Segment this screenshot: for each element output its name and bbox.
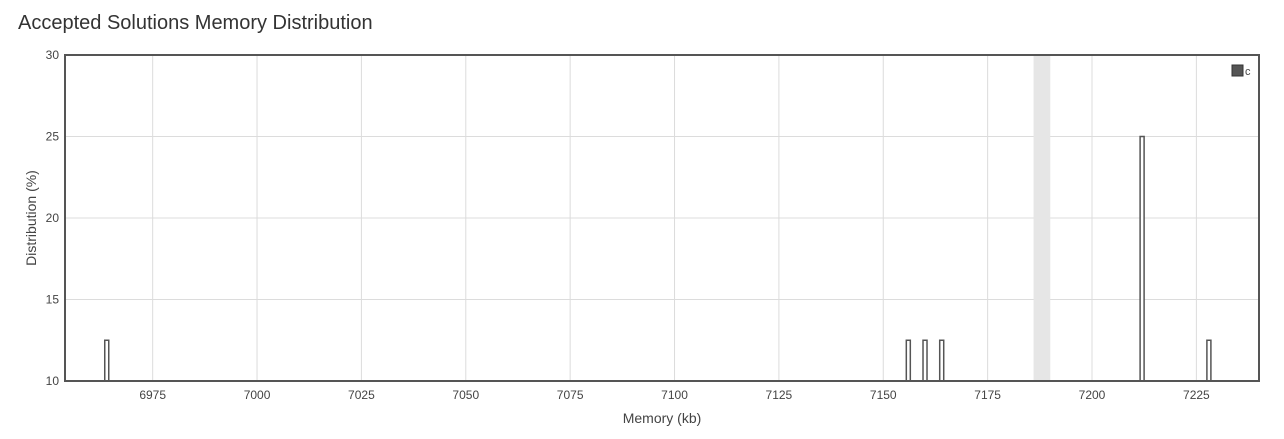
plot-frame	[64, 54, 1260, 382]
y-tick-label: 25	[46, 130, 60, 144]
x-tick-label: 7000	[244, 388, 271, 402]
highlight-band-layer	[1033, 55, 1051, 381]
x-tick-label: 7175	[974, 388, 1001, 402]
bar[interactable]	[1139, 135, 1145, 382]
chart-title: Accepted Solutions Memory Distribution	[18, 12, 373, 34]
x-tick-label: 7125	[766, 388, 793, 402]
x-axis-title: Memory (kb)	[623, 410, 702, 426]
x-tick-label: 7150	[870, 388, 897, 402]
y-tick-labels: 10 15 20 25 30	[46, 48, 60, 388]
x-tick-label: 7225	[1183, 388, 1210, 402]
bar[interactable]	[103, 339, 110, 382]
bar[interactable]	[905, 339, 912, 382]
x-tick-label: 7025	[348, 388, 375, 402]
highlight-band	[1033, 55, 1051, 381]
grid-lines	[65, 54, 1259, 382]
y-tick-label: 15	[46, 293, 60, 307]
bar[interactable]	[1206, 339, 1212, 382]
legend-swatch-c[interactable]	[1231, 64, 1244, 77]
x-tick-label: 7200	[1079, 388, 1106, 402]
x-tick-label: 6975	[139, 388, 166, 402]
bars-layer	[103, 135, 1212, 382]
legend-label-c: c	[1245, 66, 1251, 78]
bar[interactable]	[922, 339, 928, 382]
x-tick-label: 7075	[557, 388, 584, 402]
y-tick-label: 30	[46, 48, 60, 62]
legend[interactable]: c	[1231, 64, 1251, 78]
y-tick-label: 10	[46, 374, 60, 388]
y-tick-label: 20	[46, 211, 60, 225]
x-tick-label: 7100	[661, 388, 688, 402]
bar[interactable]	[938, 339, 945, 382]
y-axis-title: Distribution (%)	[23, 170, 39, 266]
x-tick-label: 7050	[452, 388, 479, 402]
x-tick-labels: 6975 7000 7025 7050 7075 7100 7125 7150 7175 7200…	[139, 388, 1210, 402]
